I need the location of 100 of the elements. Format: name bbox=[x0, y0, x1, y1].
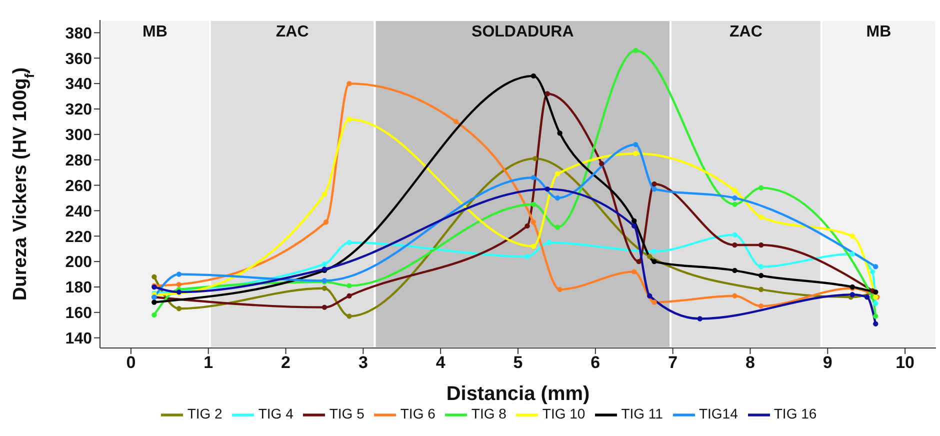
point bbox=[732, 202, 738, 207]
point bbox=[346, 116, 352, 122]
point bbox=[599, 161, 604, 166]
point bbox=[544, 91, 550, 96]
y-tick-label: 260 bbox=[65, 178, 92, 195]
legend-label: TIG 16 bbox=[774, 406, 817, 422]
point bbox=[530, 202, 536, 207]
point bbox=[530, 73, 536, 79]
point bbox=[758, 185, 764, 190]
legend-label: TIG 11 bbox=[621, 406, 663, 422]
y-tick-label: 220 bbox=[65, 228, 92, 246]
point bbox=[873, 300, 878, 306]
point bbox=[652, 186, 657, 192]
point bbox=[557, 286, 562, 292]
point bbox=[633, 48, 638, 54]
y-tick-label: 180 bbox=[65, 280, 92, 297]
band-label: MB bbox=[142, 23, 168, 40]
legend-label: TIG 8 bbox=[471, 406, 506, 422]
point bbox=[322, 304, 328, 310]
point bbox=[323, 220, 329, 225]
point bbox=[632, 223, 637, 229]
x-tick-label: 8 bbox=[745, 353, 755, 372]
point bbox=[646, 254, 652, 260]
point bbox=[530, 220, 536, 225]
x-tick-label: 10 bbox=[896, 353, 914, 372]
y-tick-label: 240 bbox=[65, 203, 92, 220]
point bbox=[176, 272, 182, 277]
point bbox=[870, 269, 876, 274]
point bbox=[636, 258, 642, 264]
point bbox=[346, 293, 352, 298]
point bbox=[758, 264, 764, 270]
point bbox=[544, 186, 550, 192]
point bbox=[554, 224, 560, 230]
point bbox=[346, 80, 352, 86]
legend-label: TIG 2 bbox=[187, 406, 222, 422]
legend-label: TIG 5 bbox=[329, 406, 364, 422]
point bbox=[524, 254, 530, 260]
band-label: ZAC bbox=[730, 23, 763, 40]
point bbox=[152, 300, 157, 305]
legend-label: TIG 10 bbox=[542, 406, 586, 422]
point bbox=[758, 272, 764, 278]
band-label: SOLDADURA bbox=[472, 23, 574, 40]
band-label: MB bbox=[866, 23, 892, 40]
point bbox=[554, 195, 560, 201]
legend-label: TIG 6 bbox=[400, 406, 436, 422]
point bbox=[873, 321, 878, 326]
point bbox=[873, 264, 878, 270]
point bbox=[453, 119, 459, 124]
y-tick-label: 340 bbox=[65, 76, 92, 94]
x-tick-label: 4 bbox=[436, 353, 446, 372]
point bbox=[732, 268, 738, 274]
point bbox=[346, 283, 352, 288]
y-tick-label: 320 bbox=[65, 102, 92, 119]
legend-label: TIG14 bbox=[698, 406, 738, 422]
point bbox=[152, 312, 157, 318]
x-tick-label: 2 bbox=[281, 353, 291, 372]
point bbox=[652, 258, 657, 264]
point bbox=[864, 294, 870, 300]
point bbox=[652, 300, 657, 305]
point bbox=[530, 244, 536, 249]
point bbox=[152, 274, 157, 280]
x-axis-title: Distancia (mm) bbox=[446, 383, 590, 405]
point bbox=[546, 240, 552, 246]
point bbox=[850, 292, 855, 298]
point bbox=[322, 192, 328, 197]
y-tick-label: 160 bbox=[65, 305, 92, 322]
point bbox=[732, 232, 738, 238]
point bbox=[758, 242, 764, 248]
y-tick-label: 280 bbox=[65, 152, 92, 170]
x-tick-label: 5 bbox=[513, 353, 523, 372]
y-tick-label: 140 bbox=[65, 330, 92, 348]
point bbox=[732, 293, 738, 298]
point bbox=[633, 142, 638, 148]
point bbox=[557, 130, 562, 136]
point bbox=[850, 251, 855, 257]
point bbox=[176, 282, 182, 288]
x-tick-label: 9 bbox=[822, 353, 832, 372]
point bbox=[176, 306, 182, 312]
x-tick-label: 3 bbox=[358, 353, 368, 372]
point bbox=[732, 242, 738, 248]
point bbox=[850, 234, 855, 239]
y-tick-label: 360 bbox=[65, 50, 92, 68]
point bbox=[873, 314, 878, 319]
point bbox=[633, 150, 638, 156]
x-tick-label: 0 bbox=[126, 353, 136, 372]
point bbox=[322, 261, 328, 267]
point bbox=[652, 248, 657, 254]
point bbox=[758, 286, 764, 292]
legend-label: TIG 4 bbox=[258, 406, 294, 422]
point bbox=[758, 214, 764, 220]
point bbox=[870, 288, 876, 294]
y-tick-label: 380 bbox=[65, 25, 92, 42]
y-tick-label: 300 bbox=[65, 127, 92, 144]
x-tick-label: 1 bbox=[204, 353, 214, 372]
point bbox=[646, 293, 652, 298]
point bbox=[652, 181, 657, 187]
x-tick-label: 6 bbox=[590, 353, 600, 372]
point bbox=[632, 218, 637, 224]
point bbox=[346, 314, 352, 319]
band-label: ZAC bbox=[276, 23, 310, 40]
